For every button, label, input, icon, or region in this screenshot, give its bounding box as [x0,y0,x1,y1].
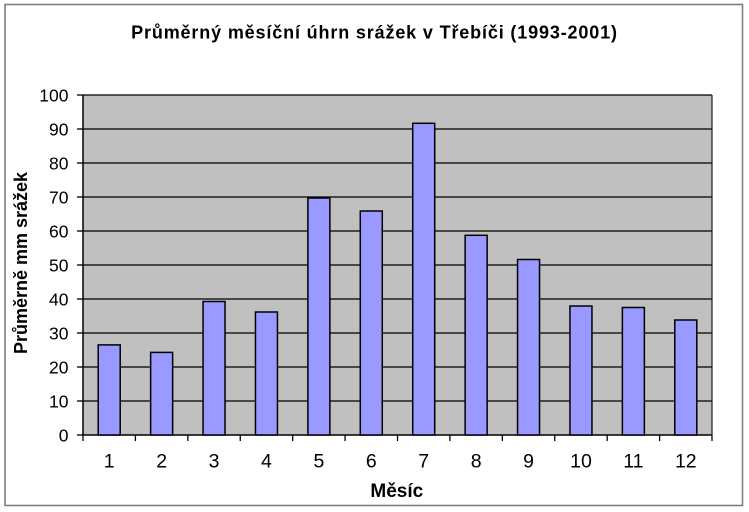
svg-text:12: 12 [675,451,697,473]
svg-text:9: 9 [523,451,534,473]
svg-text:30: 30 [49,323,69,343]
svg-text:100: 100 [39,85,68,105]
svg-text:70: 70 [49,187,69,207]
svg-text:6: 6 [366,451,377,473]
svg-text:5: 5 [313,451,324,473]
svg-text:90: 90 [49,119,69,139]
svg-text:2: 2 [156,451,167,473]
svg-text:10: 10 [570,451,592,473]
svg-text:8: 8 [471,451,482,473]
svg-text:20: 20 [49,357,69,377]
svg-text:0: 0 [59,425,69,445]
svg-text:Průměrně mm srážek: Průměrně mm srážek [11,171,31,354]
svg-text:4: 4 [261,451,272,473]
svg-text:Měsíc: Měsíc [370,481,423,502]
svg-text:10: 10 [49,391,69,411]
svg-text:50: 50 [49,255,69,275]
svg-text:60: 60 [49,221,69,241]
svg-text:3: 3 [209,451,220,473]
svg-text:11: 11 [623,451,643,473]
svg-text:Průměrný měsíční úhrn srážek v: Průměrný měsíční úhrn srážek v Třebíči (… [131,23,618,43]
svg-text:80: 80 [49,153,69,173]
svg-text:7: 7 [418,451,429,473]
svg-text:40: 40 [49,289,69,309]
svg-text:1: 1 [104,451,115,473]
